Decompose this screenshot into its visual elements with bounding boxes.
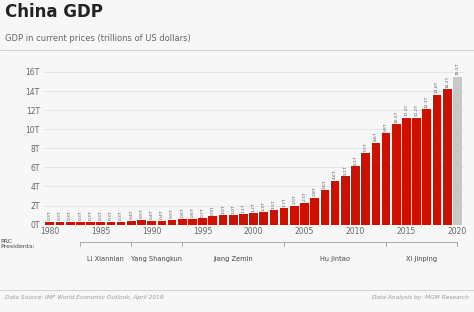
Text: 0.3T: 0.3T bbox=[48, 211, 52, 220]
Bar bbox=[259, 212, 268, 225]
Bar bbox=[382, 133, 391, 225]
Text: 0.3T: 0.3T bbox=[68, 211, 72, 220]
Text: 0.5T: 0.5T bbox=[170, 209, 174, 218]
Text: 11.2T: 11.2T bbox=[415, 104, 419, 116]
Bar bbox=[331, 181, 339, 225]
Text: Data Source: IMF World Economic Outlook, April 2019: Data Source: IMF World Economic Outlook,… bbox=[5, 295, 164, 300]
Text: China GDP: China GDP bbox=[5, 3, 102, 21]
Bar bbox=[86, 222, 95, 225]
Text: 2.3T: 2.3T bbox=[302, 192, 307, 201]
Text: 0.3T: 0.3T bbox=[58, 211, 62, 220]
Text: Li Xiannian: Li Xiannian bbox=[87, 256, 124, 262]
Bar bbox=[46, 222, 54, 225]
Bar bbox=[219, 215, 228, 225]
Bar bbox=[76, 222, 85, 225]
Text: 15.5T: 15.5T bbox=[456, 63, 459, 75]
Text: 1.2T: 1.2T bbox=[252, 202, 255, 212]
Text: PRC
Presidents:: PRC Presidents: bbox=[0, 239, 35, 250]
Text: 0.4T: 0.4T bbox=[150, 210, 154, 219]
Bar bbox=[137, 220, 146, 225]
Bar bbox=[372, 143, 380, 225]
Text: 1.5T: 1.5T bbox=[272, 199, 276, 209]
Text: 0.5T: 0.5T bbox=[139, 209, 144, 218]
Text: 1.7T: 1.7T bbox=[282, 197, 286, 207]
Text: 0.4T: 0.4T bbox=[160, 210, 164, 219]
Bar bbox=[249, 213, 258, 225]
Bar bbox=[310, 198, 319, 225]
Bar bbox=[280, 208, 289, 225]
Text: 0.6T: 0.6T bbox=[180, 208, 184, 217]
Text: 14.2T: 14.2T bbox=[445, 76, 449, 88]
Bar bbox=[239, 214, 248, 225]
Text: 11.2T: 11.2T bbox=[404, 104, 409, 116]
Bar bbox=[107, 222, 115, 225]
Text: 13.6T: 13.6T bbox=[435, 81, 439, 93]
Text: 9.6T: 9.6T bbox=[384, 122, 388, 132]
Text: Xi Jinping: Xi Jinping bbox=[406, 256, 438, 262]
Bar bbox=[402, 118, 411, 225]
Bar bbox=[290, 206, 299, 225]
Bar bbox=[168, 220, 176, 225]
Text: 4.6T: 4.6T bbox=[333, 170, 337, 179]
Bar bbox=[320, 190, 329, 225]
Bar bbox=[412, 118, 421, 225]
Text: Data Analysis by: MGM Research: Data Analysis by: MGM Research bbox=[372, 295, 469, 300]
Bar bbox=[351, 166, 360, 225]
Bar bbox=[188, 219, 197, 225]
Text: 0.3T: 0.3T bbox=[99, 211, 103, 220]
Text: 0.7T: 0.7T bbox=[201, 207, 205, 217]
Text: 1.1T: 1.1T bbox=[241, 203, 246, 213]
Text: 1.3T: 1.3T bbox=[262, 201, 266, 211]
Text: 6.1T: 6.1T bbox=[354, 155, 357, 165]
Text: 10.5T: 10.5T bbox=[394, 111, 398, 123]
Bar bbox=[147, 221, 156, 225]
Bar bbox=[66, 222, 74, 225]
Bar bbox=[422, 109, 431, 225]
Text: 0.6T: 0.6T bbox=[191, 208, 194, 217]
Text: 1.0T: 1.0T bbox=[231, 204, 235, 214]
Text: 2.0T: 2.0T bbox=[292, 195, 296, 204]
Text: 3.6T: 3.6T bbox=[323, 179, 327, 189]
Text: 0.4T: 0.4T bbox=[129, 210, 133, 219]
Bar bbox=[341, 176, 350, 225]
Text: 12.1T: 12.1T bbox=[425, 95, 429, 108]
Text: 0.9T: 0.9T bbox=[211, 205, 215, 215]
Text: 2.8T: 2.8T bbox=[313, 187, 317, 197]
Text: Yang Shangkun: Yang Shangkun bbox=[131, 256, 182, 262]
Bar bbox=[55, 222, 64, 225]
Bar bbox=[443, 89, 452, 225]
Bar bbox=[229, 215, 237, 225]
Text: 1.0T: 1.0T bbox=[221, 204, 225, 214]
Bar bbox=[198, 218, 207, 225]
Bar bbox=[117, 222, 126, 225]
Text: GDP in current prices (trillions of US dollars): GDP in current prices (trillions of US d… bbox=[5, 34, 191, 43]
Text: 5.1T: 5.1T bbox=[343, 165, 347, 174]
Text: Hu Jintao: Hu Jintao bbox=[320, 256, 350, 262]
Bar bbox=[453, 77, 462, 225]
Text: 0.3T: 0.3T bbox=[78, 211, 82, 220]
Text: Jiang Zemin: Jiang Zemin bbox=[213, 256, 253, 262]
Text: 0.3T: 0.3T bbox=[89, 211, 92, 220]
Bar bbox=[361, 153, 370, 225]
Bar bbox=[96, 222, 105, 225]
Bar bbox=[270, 210, 278, 225]
Bar bbox=[392, 124, 401, 225]
Bar bbox=[300, 203, 309, 225]
Bar bbox=[209, 216, 217, 225]
Bar bbox=[178, 219, 187, 225]
Text: 7.5T: 7.5T bbox=[364, 142, 368, 152]
Text: 8.6T: 8.6T bbox=[374, 132, 378, 141]
Text: 0.3T: 0.3T bbox=[109, 211, 113, 220]
Bar bbox=[157, 221, 166, 225]
Bar bbox=[127, 221, 136, 225]
Text: 0.3T: 0.3T bbox=[119, 211, 123, 220]
Bar bbox=[433, 95, 441, 225]
